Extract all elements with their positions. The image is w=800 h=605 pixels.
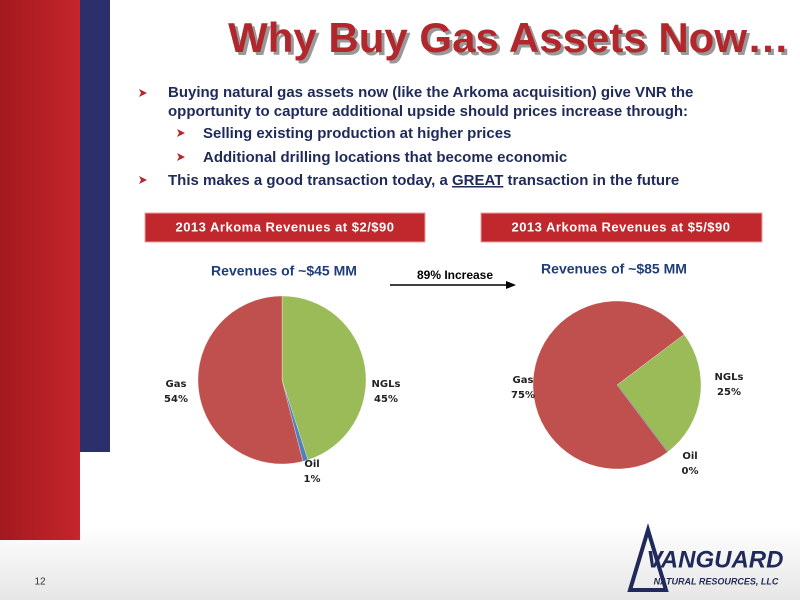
- emphasis: GREAT: [452, 172, 503, 189]
- logo-subtitle: NATURAL RESOURCES, LLC: [654, 576, 779, 586]
- chart-title: Revenues of ~$85 MM: [541, 261, 687, 277]
- slice-value-label: 54%: [164, 394, 188, 405]
- slice-label: Oil: [682, 451, 697, 462]
- slice-label: NGLs: [372, 379, 401, 390]
- slice-value-label: 75%: [511, 390, 535, 401]
- logo-name: VANGUARD: [647, 546, 784, 573]
- slide-title: Why Buy Gas Assets Now…: [228, 14, 789, 61]
- arrow-head: [506, 281, 516, 289]
- sub-bullet-text: Selling existing production at higher pr…: [203, 125, 511, 142]
- slice-value-label: 0%: [682, 466, 699, 477]
- title-shadow: Why Buy Gas Assets Now…: [231, 17, 792, 64]
- pie-slice: [197, 295, 304, 465]
- scenario-box: [480, 212, 763, 243]
- slice-label: Oil: [304, 459, 319, 470]
- bullet-icon: [177, 129, 185, 137]
- bullet-text: opportunity to capture additional upside…: [168, 103, 688, 120]
- bullet-icon: [139, 176, 147, 184]
- sub-bullet-text: Additional drilling locations that becom…: [203, 149, 567, 166]
- slice-label: NGLs: [715, 372, 744, 383]
- text: This makes a good transaction today, a: [168, 172, 452, 189]
- bullet-text: Buying natural gas assets now (like the …: [168, 84, 693, 101]
- page-number: 12: [34, 577, 46, 588]
- scenario-label: 2013 Arkoma Revenues at $2/$90: [175, 219, 394, 234]
- bullet-icon: [177, 153, 185, 161]
- chart-title: Revenues of ~$45 MM: [211, 263, 357, 279]
- slice-label: Gas: [166, 379, 187, 390]
- blue-band: [80, 0, 110, 452]
- scenario-label: 2013 Arkoma Revenues at $5/$90: [511, 219, 730, 234]
- red-band: [0, 0, 80, 540]
- slice-value-label: 45%: [374, 394, 398, 405]
- bullet-text: This makes a good transaction today, a G…: [168, 172, 679, 189]
- increase-label: 89% Increase: [417, 268, 493, 282]
- logo-mark: [627, 523, 669, 592]
- pie-slice: [532, 300, 685, 470]
- bullet-icon: [139, 89, 147, 97]
- pie-slice: [616, 334, 702, 453]
- scenario-box: [144, 212, 426, 243]
- slice-label: Gas: [513, 375, 534, 386]
- slice-value-label: 25%: [717, 387, 741, 398]
- text: transaction in the future: [503, 172, 679, 189]
- slice-value-label: 1%: [304, 474, 321, 485]
